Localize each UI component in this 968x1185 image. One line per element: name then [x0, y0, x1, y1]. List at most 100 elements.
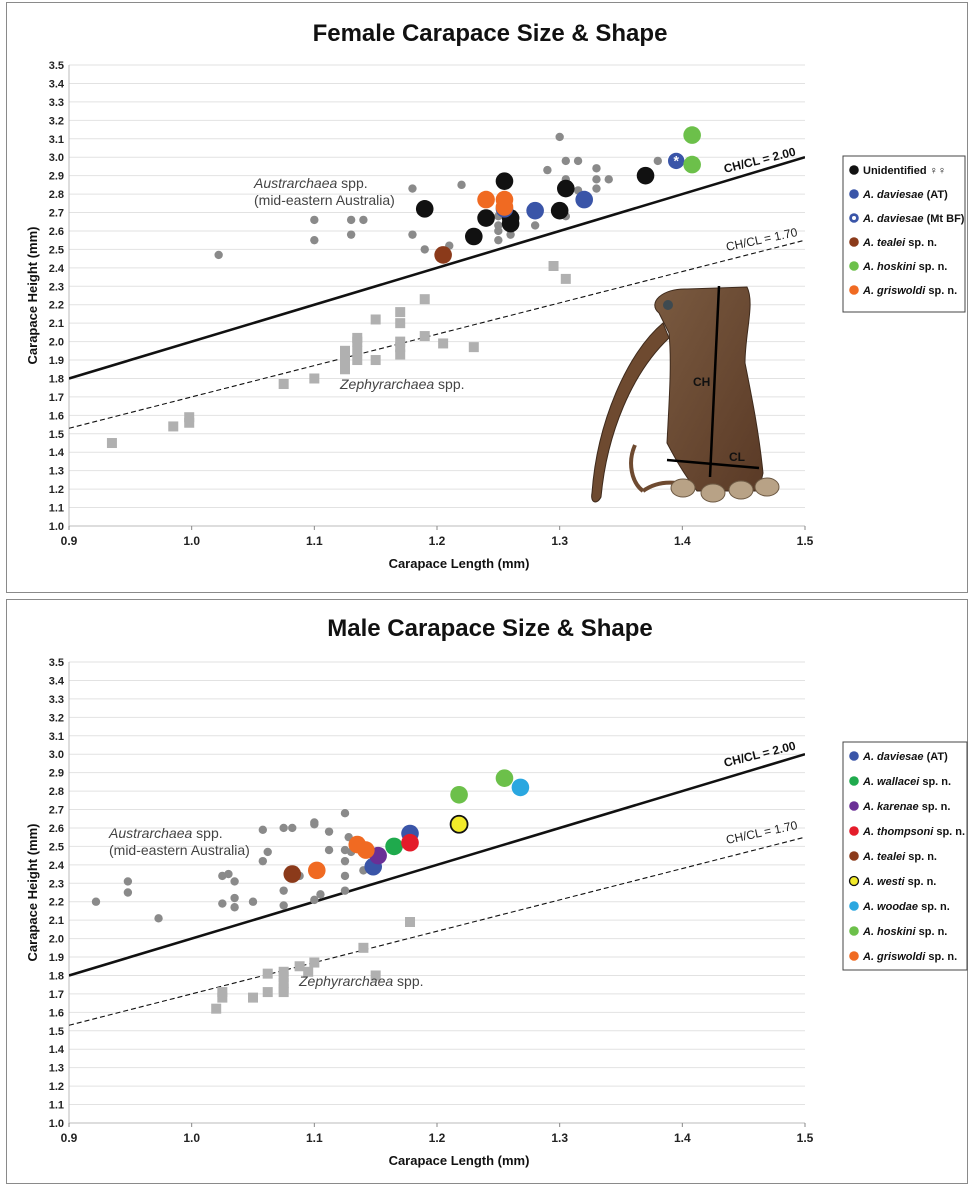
- austrarchaea-point: [279, 886, 288, 895]
- austrarchaea-point: [258, 825, 268, 835]
- legend-label: A. thompsoni sp. n.: [862, 826, 965, 838]
- austrarchaea-point: [310, 235, 319, 245]
- legend-label: A. hoskini sp. n.: [862, 926, 947, 938]
- y-tick-label: 1.6: [49, 1007, 64, 1019]
- species-point: [477, 190, 495, 209]
- austrarchaea-point: [324, 845, 334, 855]
- x-tick-label: 1.1: [306, 1131, 323, 1145]
- zephyrarchaea-point: [278, 379, 289, 390]
- series-annotation: Austrarchaea spp.: [108, 825, 223, 841]
- legend-label: A. griswoldi sp. n.: [862, 951, 957, 963]
- y-tick-label: 2.1: [49, 318, 64, 330]
- zephyrarchaea-point: [309, 957, 320, 968]
- zephyrarchaea-point: [278, 966, 289, 977]
- y-tick-label: 3.1: [49, 731, 64, 743]
- legend-marker: [849, 751, 859, 761]
- y-tick-label: 1.9: [49, 952, 64, 964]
- y-tick-label: 3.0: [49, 152, 64, 164]
- zephyrarchaea-point: [395, 336, 406, 347]
- male-carapace-chart: Male Carapace Size & Shape 1.0 1.1 1.2 1.3 1.…: [25, 615, 968, 1168]
- species-point: [683, 126, 701, 144]
- austrarchaea-point: [279, 823, 288, 833]
- zephyrarchaea-point: [352, 355, 363, 366]
- y-tick-label: 1.8: [49, 970, 64, 982]
- austrarchaea-point: [288, 823, 297, 833]
- legend-label: A. tealei sp. n.: [862, 237, 937, 249]
- y-tick-label: 1.5: [49, 429, 64, 441]
- species-point: [526, 201, 544, 220]
- series-annotation-line2: (mid-eastern Australia): [109, 842, 250, 858]
- zephyrarchaea-point: [395, 318, 406, 329]
- austrarchaea-point: [310, 215, 319, 225]
- austrarchaea-point: [310, 895, 319, 905]
- austrarchaea-point: [340, 871, 350, 881]
- legend-marker: [849, 776, 859, 786]
- coxa-shape: [670, 478, 696, 498]
- y-tick-label: 2.8: [49, 786, 64, 798]
- chart-title: Male Carapace Size & Shape: [327, 615, 652, 642]
- y-tick-label: 1.0: [49, 521, 64, 533]
- species-point: [501, 214, 520, 233]
- cl-label: CL: [729, 450, 745, 464]
- austrarchaea-point: [214, 250, 223, 260]
- species-point: [683, 155, 701, 174]
- species-point: [401, 833, 419, 852]
- series-annotation-line2: (mid-eastern Australia): [254, 192, 395, 208]
- legend-marker: [849, 261, 859, 271]
- y-tick-label: 1.1: [49, 1100, 64, 1112]
- y-tick-label: 3.1: [49, 134, 64, 146]
- y-tick-label: 2.7: [49, 208, 64, 220]
- x-tick-label: 1.3: [551, 1131, 568, 1145]
- y-tick-label: 3.0: [49, 749, 64, 761]
- legend-label: A. griswoldi sp. n.: [862, 285, 957, 297]
- y-tick-label: 1.3: [49, 466, 64, 478]
- species-point: [450, 785, 468, 804]
- legend-label: A. karenae sp. n.: [862, 801, 950, 813]
- austrarchaea-point: [653, 156, 662, 166]
- zephyrarchaea-point: [248, 992, 258, 1003]
- ratio-line-2-00: [69, 155, 805, 380]
- species-point: [495, 769, 514, 787]
- y-tick-label: 1.2: [49, 1081, 64, 1093]
- y-tick-label: 2.7: [49, 805, 64, 817]
- zephyrarchaea-point: [352, 345, 363, 356]
- austrarchaea-point: [555, 132, 564, 142]
- y-tick-label: 1.9: [49, 355, 64, 367]
- zephyrarchaea-point: [358, 942, 369, 953]
- zephyrarchaea-point: [340, 345, 350, 356]
- zephyrarchaea-point: [262, 968, 273, 979]
- y-tick-label: 1.2: [49, 484, 64, 496]
- austrarchaea-point: [123, 877, 133, 886]
- y-tick-label: 1.1: [49, 503, 64, 515]
- zephyrarchaea-point: [168, 421, 179, 432]
- legend-box: [842, 155, 966, 313]
- zephyrarchaea-point: [217, 987, 228, 998]
- x-axis-label: Carapace Length (mm): [389, 1153, 530, 1168]
- legend-marker: [849, 801, 859, 811]
- chelicera-shape: [591, 322, 670, 503]
- austrarchaea-point: [420, 245, 429, 254]
- zephyrarchaea-point: [340, 355, 350, 366]
- legend-marker: [849, 165, 859, 175]
- zephyrarchaea-point: [370, 314, 381, 325]
- y-tick-label: 2.6: [49, 226, 64, 238]
- species-point: [477, 209, 495, 227]
- zephyrarchaea-point: [340, 364, 350, 375]
- y-tick-label: 2.5: [49, 244, 64, 256]
- species-point: [307, 861, 326, 880]
- zephyrarchaea-point: [405, 917, 416, 928]
- austrarchaea-point: [324, 827, 334, 836]
- austrarchaea-point: [224, 869, 233, 879]
- austrarchaea-point: [592, 164, 601, 173]
- y-axis-label: Carapace Height (mm): [25, 824, 40, 962]
- legend-marker: [849, 901, 859, 911]
- zephyrarchaea-point: [309, 373, 320, 384]
- y-tick-label: 1.4: [49, 1044, 65, 1056]
- legend-marker: [848, 875, 860, 887]
- legend-marker: [849, 851, 859, 861]
- austrarchaea-point: [218, 899, 227, 908]
- y-tick-label: 2.0: [49, 337, 64, 349]
- legend-marker: [849, 926, 859, 936]
- species-point: [575, 190, 593, 209]
- zephyrarchaea-point: [370, 970, 381, 981]
